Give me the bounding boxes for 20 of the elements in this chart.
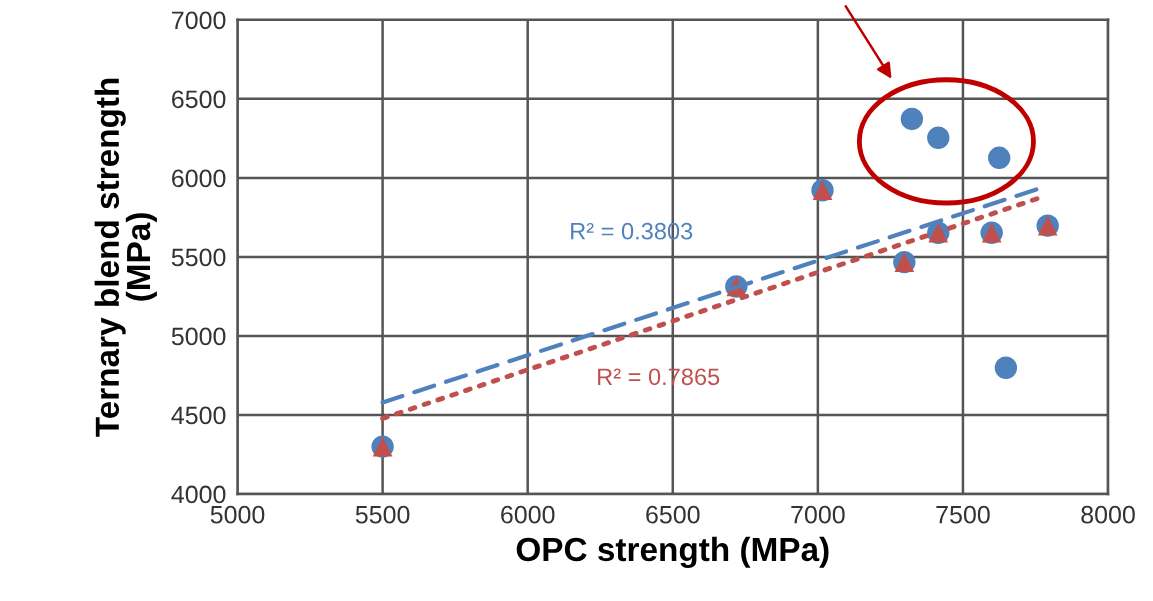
point bbox=[994, 356, 1018, 379]
y-tick-label: 6000 bbox=[172, 169, 226, 188]
x-tick-label: 7500 bbox=[936, 505, 990, 524]
x-axis-title: OPC strength (MPa) bbox=[516, 536, 829, 568]
y-tick-label: 5000 bbox=[171, 327, 226, 346]
y-tick-label: 4000 bbox=[171, 485, 226, 504]
point bbox=[988, 146, 1011, 170]
y-tick-label: 7000 bbox=[172, 11, 226, 30]
x-tick-label: 6000 bbox=[501, 505, 555, 524]
y-tick-label: 5500 bbox=[171, 248, 226, 267]
x-tick-label: 7000 bbox=[791, 505, 845, 524]
point bbox=[927, 126, 950, 149]
x-tick-label: 6500 bbox=[646, 505, 700, 524]
x-tick-label: 5500 bbox=[355, 505, 410, 524]
point bbox=[900, 107, 924, 131]
x-tick-label: 5000 bbox=[210, 505, 265, 524]
y-axis-title: Ternary blend strength (MPa) bbox=[94, 78, 157, 437]
y-tick-label: 4500 bbox=[171, 406, 226, 425]
x-tick-label: 8000 bbox=[1081, 505, 1135, 524]
y-tick-label: 6500 bbox=[172, 90, 226, 109]
